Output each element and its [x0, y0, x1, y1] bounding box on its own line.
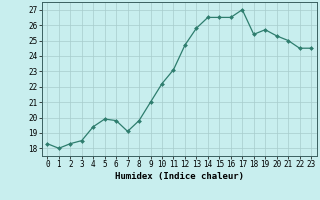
X-axis label: Humidex (Indice chaleur): Humidex (Indice chaleur) — [115, 172, 244, 181]
